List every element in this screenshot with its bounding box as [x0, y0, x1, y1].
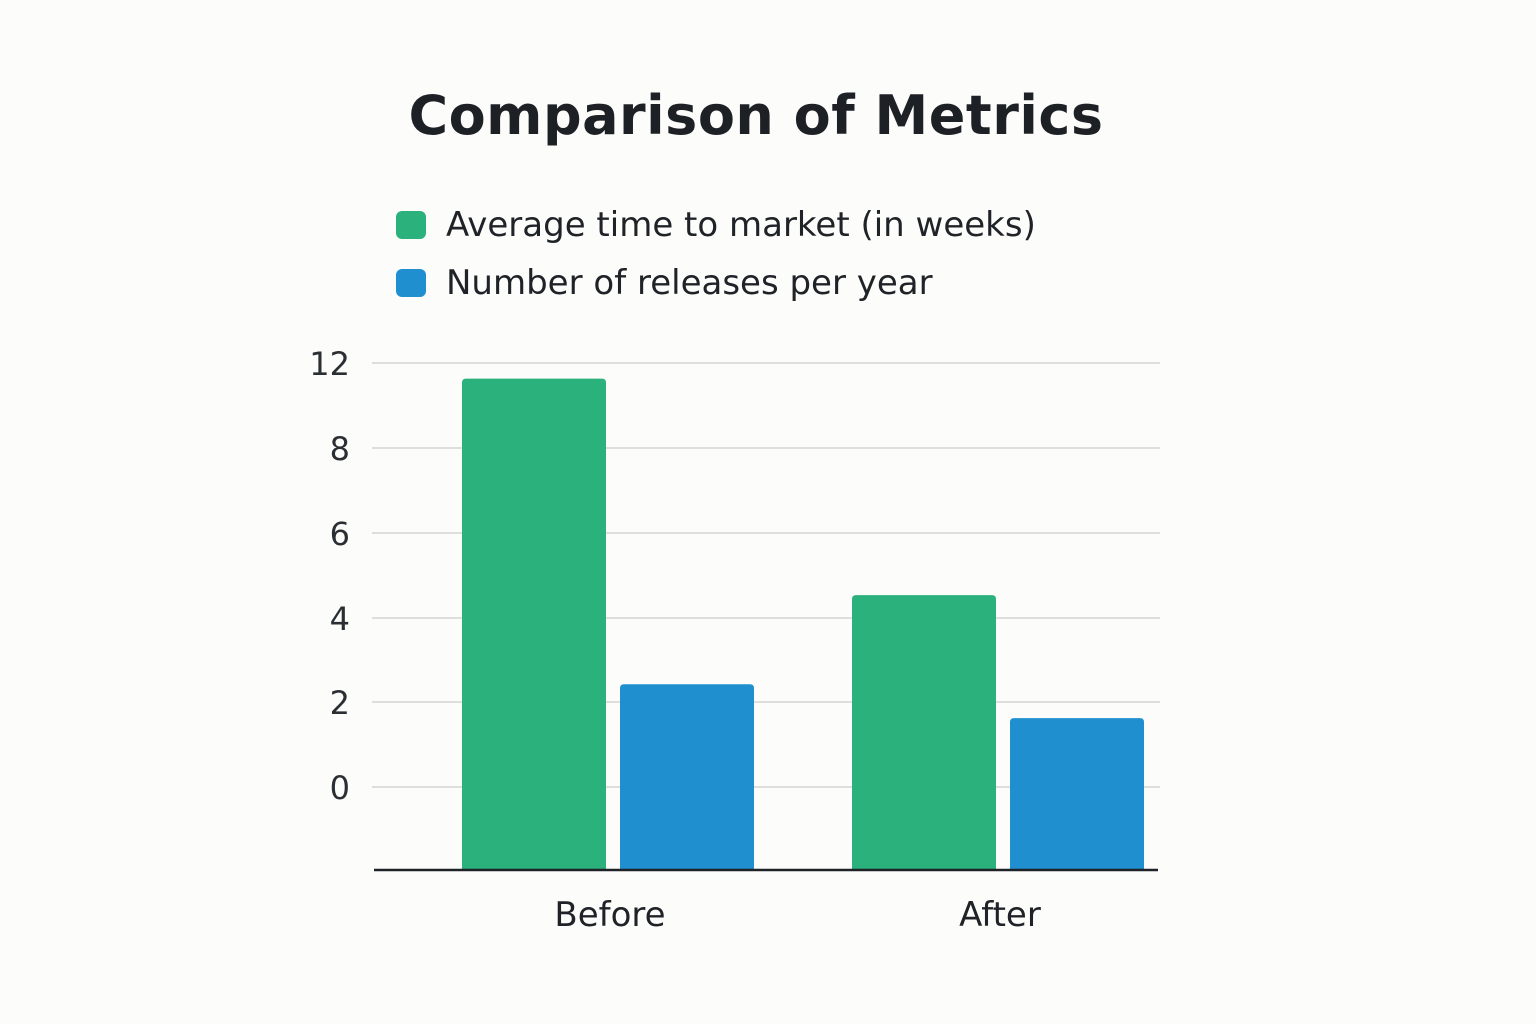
- y-tick-label: 12: [309, 345, 350, 383]
- bar-time-to-market-after: [852, 595, 996, 870]
- bar-releases-after: [1010, 718, 1144, 870]
- legend-item-releases: Number of releases per year: [396, 254, 1036, 312]
- y-tick-label: 4: [330, 600, 350, 638]
- legend: Average time to market (in weeks) Number…: [396, 196, 1036, 312]
- y-tick-label: 8: [330, 430, 350, 468]
- y-tick-label: 6: [330, 515, 350, 553]
- bar-time-to-market-before: [462, 378, 606, 870]
- legend-label-time-to-market: Average time to market (in weeks): [446, 205, 1036, 245]
- y-tick-label: 2: [330, 684, 350, 722]
- legend-swatch-time-to-market: [396, 211, 426, 239]
- legend-item-time-to-market: Average time to market (in weeks): [396, 196, 1036, 254]
- legend-swatch-releases: [396, 269, 426, 297]
- x-tick-label-after: After: [959, 895, 1041, 935]
- legend-label-releases: Number of releases per year: [446, 263, 933, 303]
- bar-releases-before: [620, 684, 754, 870]
- y-tick-label: 0: [330, 769, 350, 807]
- x-tick-label-before: Before: [554, 895, 665, 935]
- chart-title: Comparison of Metrics: [408, 84, 1104, 147]
